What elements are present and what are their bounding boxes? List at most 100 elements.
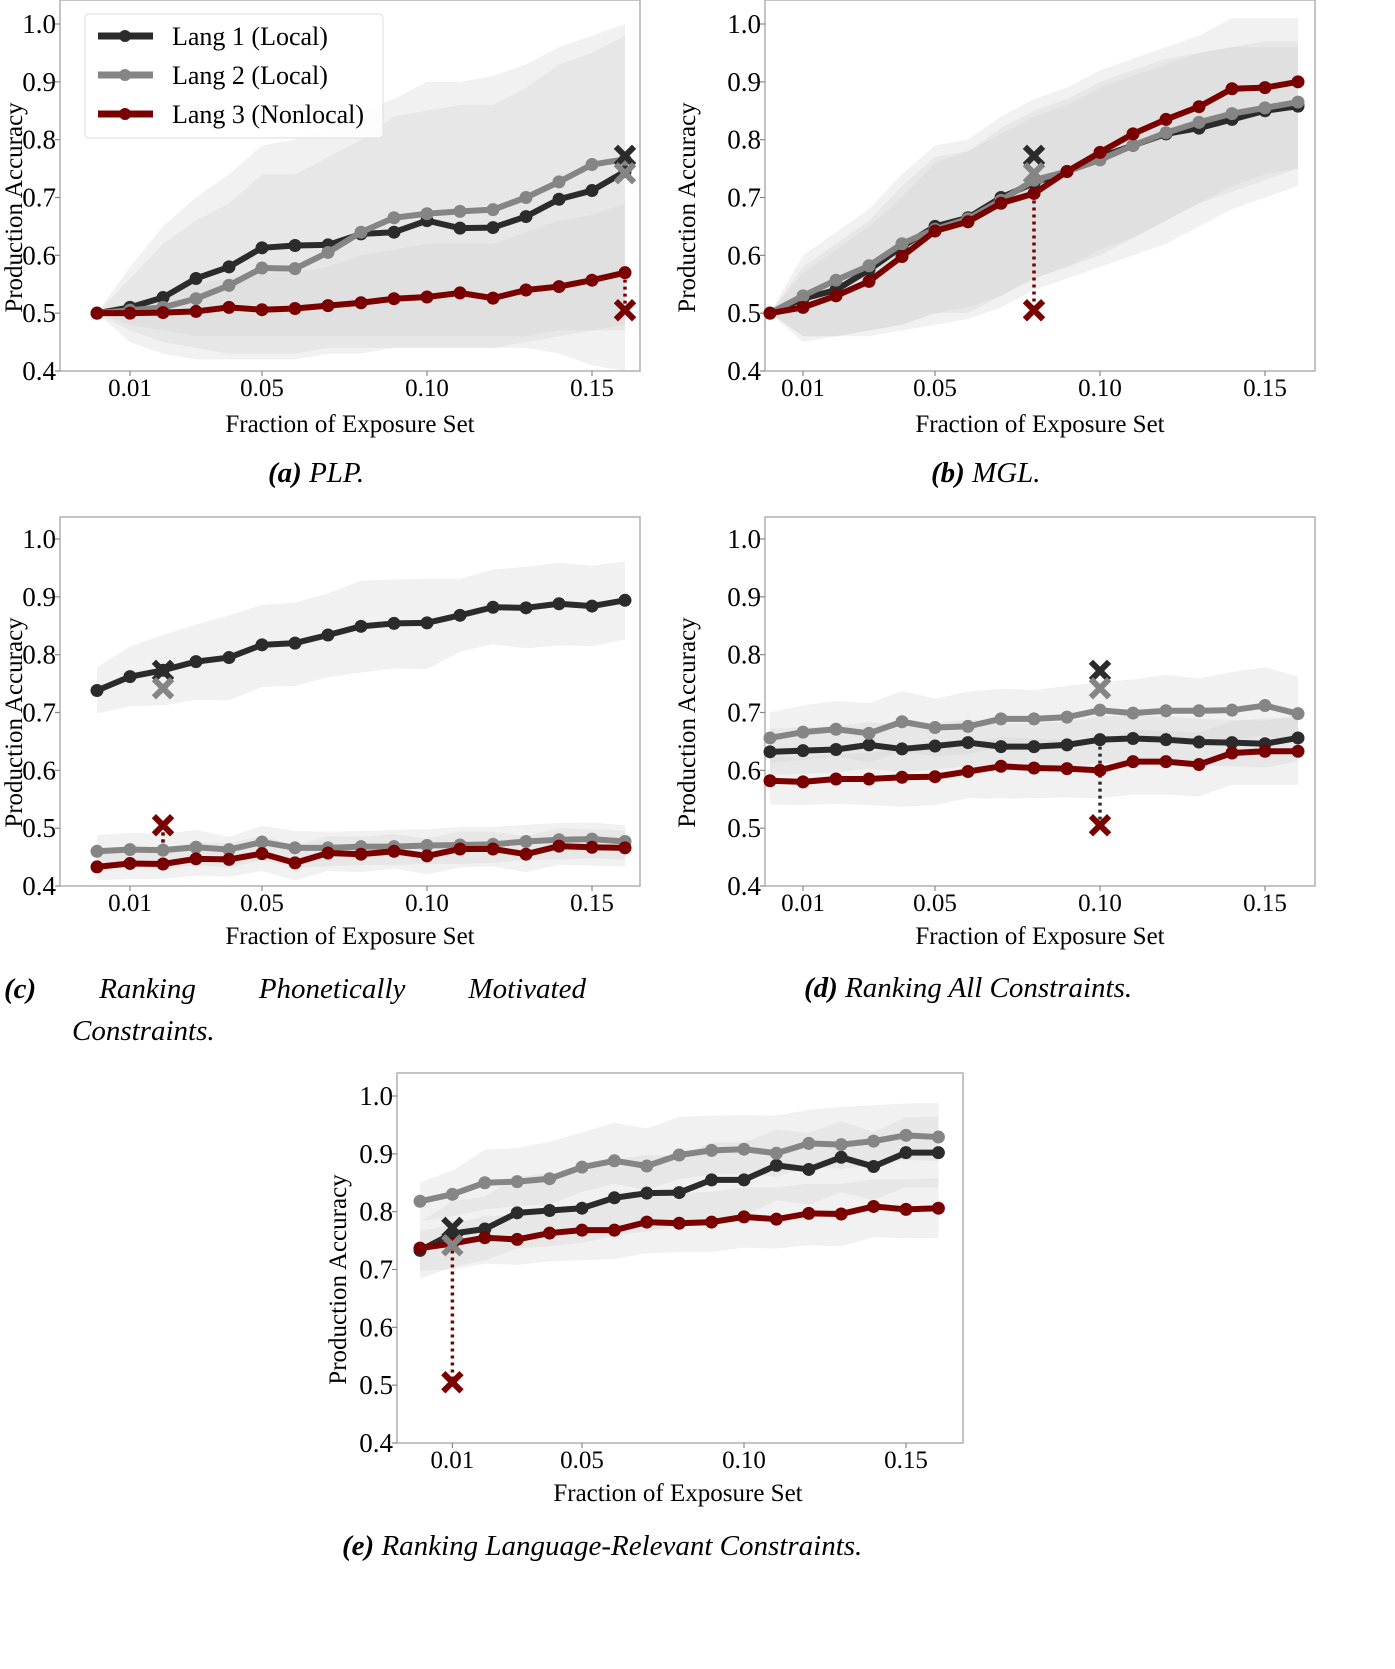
data-point-lang3: [321, 846, 335, 860]
data-point-lang3: [1027, 186, 1041, 200]
y-axis-label: Production Accuracy: [674, 617, 701, 828]
data-point-lang2: [834, 1138, 848, 1152]
data-point-lang1: [928, 739, 942, 753]
y-tick-label: 0.4: [727, 871, 761, 901]
y-tick-label: 0.6: [727, 240, 761, 270]
data-point-lang3: [387, 844, 401, 858]
marker-x-lang3: [613, 299, 637, 322]
data-point-lang3: [1225, 82, 1239, 96]
data-point-lang2: [387, 211, 401, 225]
data-point-lang2: [288, 841, 302, 855]
data-point-lang3: [961, 215, 975, 229]
data-point-lang2: [288, 262, 302, 276]
confidence-band-1: [97, 561, 625, 714]
data-point-lang3: [90, 860, 104, 874]
x-axis-label: Fraction of Exposure Set: [553, 1480, 802, 1507]
data-point-lang2: [445, 1187, 459, 1201]
data-point-lang2: [796, 289, 810, 303]
data-point-lang1: [737, 1173, 751, 1187]
y-tick-label: 0.6: [359, 1312, 393, 1342]
caption-c: (c) Ranking Phonetically Motivated Const…: [4, 968, 586, 1052]
data-point-lang3: [1291, 744, 1305, 758]
data-point-lang1: [575, 1201, 589, 1215]
data-point-lang3: [931, 1201, 945, 1215]
y-tick-label: 0.4: [22, 871, 56, 901]
data-point-lang2: [1027, 712, 1041, 726]
data-point-lang3: [1159, 112, 1173, 126]
data-point-lang3: [519, 847, 533, 861]
data-point-lang2: [123, 843, 137, 857]
data-point-lang1: [931, 1146, 945, 1160]
data-point-lang3: [420, 849, 434, 863]
data-point-lang3: [994, 196, 1008, 210]
data-point-lang1: [867, 1160, 881, 1174]
data-point-lang3: [354, 296, 368, 310]
data-point-lang2: [862, 726, 876, 740]
data-point-lang1: [1060, 738, 1074, 752]
data-point-lang3: [1093, 145, 1107, 159]
data-point-lang1: [895, 742, 909, 756]
data-point-lang3: [1159, 755, 1173, 769]
marker-x-lang1: [151, 659, 175, 683]
data-point-lang3: [321, 299, 335, 313]
data-point-lang2: [420, 207, 434, 221]
legend: Lang 1 (Local) Lang 2 (Local) Lang 3 (Nonl…: [84, 13, 384, 139]
marker-x-lang2: [1022, 161, 1046, 185]
data-point-lang1: [453, 221, 467, 235]
data-point-lang3: [640, 1215, 654, 1229]
caption-c-label: (c): [4, 973, 37, 1005]
y-axis-label: Production Accuracy: [674, 102, 701, 313]
data-point-lang3: [1126, 127, 1140, 141]
y-tick-label: 0.4: [727, 356, 761, 386]
data-point-lang2: [763, 731, 777, 745]
data-point-lang3: [387, 292, 401, 306]
data-point-lang3: [829, 772, 843, 786]
y-tick-label: 0.4: [22, 356, 56, 386]
chart-panel-a: 0.4 0.5 0.6 0.7 0.8 0.9 1.0 0.01 0.05 0.10 0.15 Fra…: [1, 0, 641, 438]
data-point-lang3: [796, 300, 810, 314]
data-point-lang3: [222, 300, 236, 314]
data-point-lang3: [478, 1231, 492, 1245]
data-point-lang3: [552, 280, 566, 294]
data-point-lang3: [763, 774, 777, 788]
y-tick-label: 0.5: [22, 813, 56, 843]
marker-x-lang1: [1022, 144, 1046, 168]
data-point-lang3: [862, 274, 876, 288]
x-axis-label: Fraction of Exposure Set: [225, 411, 474, 438]
data-point-lang3: [1225, 746, 1239, 760]
data-point-lang2: [931, 1130, 945, 1144]
data-point-lang1: [1093, 733, 1107, 747]
y-tick-label: 0.9: [359, 1139, 393, 1169]
data-point-lang3: [928, 770, 942, 784]
data-point-lang2: [1291, 95, 1305, 109]
data-point-lang1: [834, 1150, 848, 1164]
x-tick-label: 0.05: [240, 890, 284, 917]
data-point-lang1: [618, 593, 632, 607]
data-point-lang3: [705, 1215, 719, 1229]
data-point-lang2: [453, 204, 467, 218]
data-point-lang3: [961, 764, 975, 778]
y-tick-label: 0.6: [22, 755, 56, 785]
data-point-lang3: [354, 847, 368, 861]
data-point-lang2: [189, 840, 203, 854]
data-point-lang3: [928, 224, 942, 238]
data-point-lang2: [1225, 107, 1239, 121]
data-point-lang3: [288, 856, 302, 870]
marker-x-lang1: [441, 1216, 464, 1240]
data-point-lang2: [829, 273, 843, 287]
data-point-lang2: [961, 719, 975, 733]
data-point-lang3: [222, 852, 236, 866]
data-point-lang2: [895, 715, 909, 729]
legend-box: [84, 13, 384, 139]
y-tick-label: 0.7: [359, 1255, 393, 1285]
marker-x-lang2: [441, 1233, 464, 1257]
x-tick-label: 0.15: [570, 890, 614, 917]
data-point-lang3: [1291, 75, 1305, 89]
legend-swatch-marker: [119, 30, 131, 42]
data-point-lang1: [189, 655, 203, 669]
data-point-lang1: [585, 184, 599, 198]
data-point-lang2: [994, 712, 1008, 726]
marker-x-lang3: [441, 1371, 464, 1394]
y-tick-label: 0.4: [359, 1428, 393, 1458]
y-tick-label: 0.8: [22, 640, 56, 670]
